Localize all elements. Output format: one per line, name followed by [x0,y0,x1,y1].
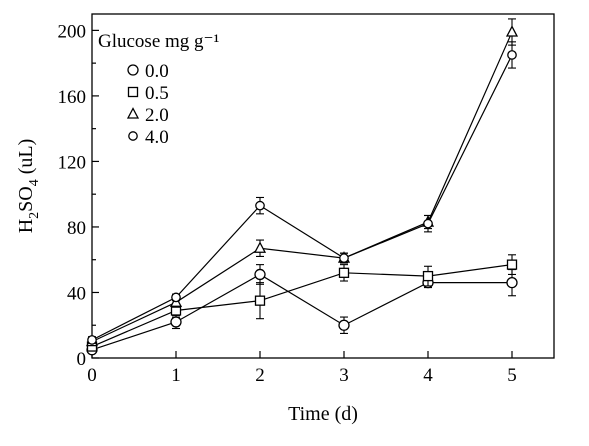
legend-marker [126,107,140,119]
data-point [423,218,433,229]
legend-marker [128,131,138,141]
data-point [170,316,182,328]
legend: Glucose mg g⁻¹ 0.00.52.04.0 [98,31,220,148]
legend-title: Glucose mg g⁻¹ [98,31,220,52]
x-axis-title: Time (d) [288,403,358,425]
y-tick-label: 40 [67,283,86,304]
plot-frame [91,13,555,359]
y-tick-label: 160 [58,87,87,108]
legend-entries: 0.00.52.04.0 [126,61,169,148]
data-point [171,292,181,303]
y-tick-label: 120 [58,152,87,173]
legend-marker [127,64,139,76]
series-0.5 [86,254,518,352]
x-tick-label: 2 [255,365,265,386]
legend-label: 0.0 [145,61,169,82]
legend-marker [127,86,139,98]
data-point [339,253,349,263]
series-line [91,31,513,343]
data-point [87,335,97,345]
data-point [507,50,517,60]
x-tick-label: 0 [87,365,97,386]
series-line [91,264,513,348]
data-point [338,267,350,278]
data-point [253,241,267,253]
data-point [254,295,266,306]
data-point [422,270,434,282]
y-tick-label: 0 [77,349,87,370]
data-point [254,268,266,281]
data-point [506,276,518,289]
series-4.0 [87,41,517,345]
series-line [91,54,513,341]
data-point [255,200,265,211]
axis-ticks: 0 1 2 3 4 5 0 40 80 120 160 200 [58,21,517,386]
data-point [338,319,350,331]
data-point [506,259,518,270]
legend-label: 2.0 [145,105,169,126]
x-tick-label: 4 [423,365,433,386]
legend-label: 4.0 [145,127,169,148]
x-tick-label: 1 [171,365,181,386]
x-tick-label: 3 [339,365,349,386]
series-layer [85,18,519,356]
legend-label: 0.5 [145,83,169,104]
series-line [91,273,512,351]
y-tick-label: 80 [67,218,86,239]
data-point [505,25,519,37]
y-tick-label: 200 [58,21,87,42]
y-axis-title: H2SO4 (uL) [15,139,42,234]
x-tick-label: 5 [507,365,517,386]
